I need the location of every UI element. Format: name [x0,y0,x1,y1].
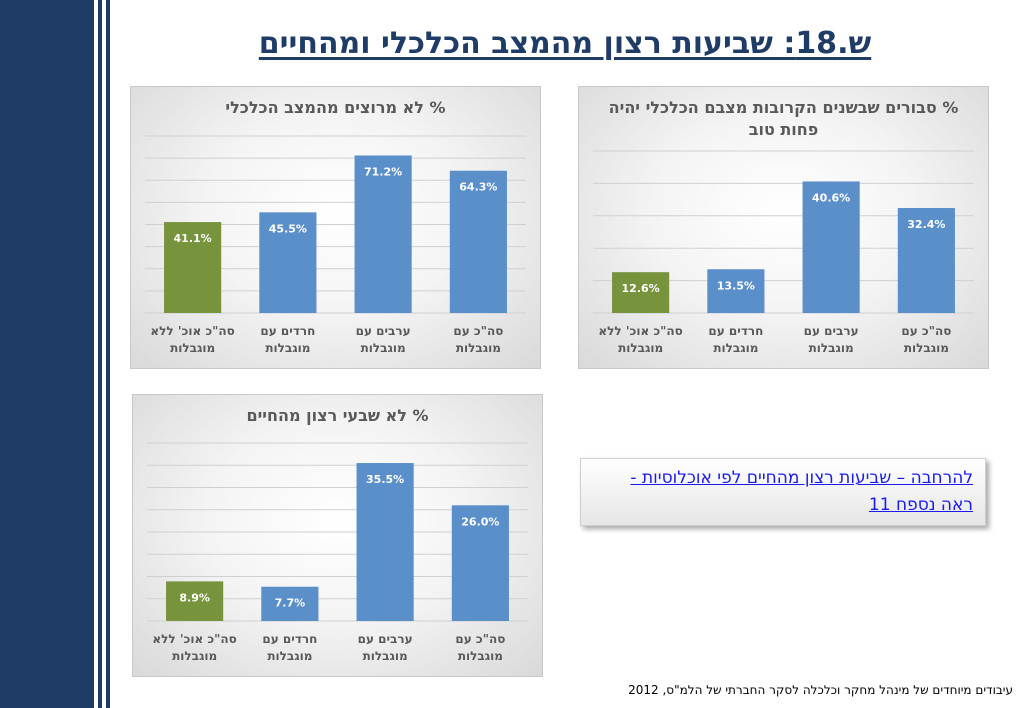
data-label-bg [262,218,313,239]
category-label: חרדים עם מוגבלות [262,632,317,663]
bar-1 [354,155,412,313]
category-label: ערבים עם מוגבלות [356,324,411,355]
sidebar-stripe-inner [106,0,110,708]
chart-title: % לא שבעי רצון מהחיים [246,406,429,425]
data-label-bg [167,228,218,249]
data-label-bg [169,587,220,608]
chart-dissatisfied-economic: 64.3% סה"כ עם מוגבלות 71.2% ערבים עם מוגבלות 4… [130,86,541,369]
data-label: 45.5% [269,222,307,235]
data-label-bg [901,214,952,235]
chart-economic-outlook: 32.4% סה"כ עם מוגבלות 40.6% ערבים עם מוגבלות 1… [578,86,989,369]
sidebar-band [0,0,94,708]
data-label: 71.2% [364,165,402,178]
data-label: 12.6% [622,282,660,295]
category-label: חרדים עם מוגבלות [260,324,315,355]
category-label: סה"כ אוכ' ללא מוגבלות [152,632,236,663]
data-label: 8.9% [179,591,210,604]
data-label: 7.7% [275,597,306,610]
chart-plot: 64.3% סה"כ עם מוגבלות 71.2% ערבים עם מוגבלות 4… [145,135,526,355]
data-label: 40.6% [812,191,850,204]
category-label: חרדים עם מוגבלות [708,324,763,355]
data-label-bg [615,278,666,299]
page-title: ש.18: שביעות רצון מהמצב הכלכלי ומהחיים [258,26,872,61]
chart-title: % לא מרוצים מהמצב הכלכלי [225,98,446,117]
category-label: ערבים עם מוגבלות [804,324,859,355]
source-footnote: עיבודים מיוחדים של מינהל מחקר וכלכלה לסק… [628,683,1013,697]
category-label: סה"כ עם מוגבלות [455,632,505,663]
data-label: 35.5% [366,473,404,486]
data-label-bg [264,592,315,613]
chart-plot: 32.4% סה"כ עם מוגבלות 40.6% ערבים עם מוגבלות 1… [593,150,974,355]
data-label: 32.4% [907,218,945,231]
chart-plot: 26.0% סה"כ עם מוגבלות 35.5% ערבים עם מוגבלות 7… [147,442,528,663]
category-label: סה"כ אוכ' ללא מוגבלות [598,324,682,355]
category-label: סה"כ אוכ' ללא מוגבלות [150,324,234,355]
appendix-link-box: להרחבה – שביעות רצון מהחיים לפי אוכלוסיו… [580,458,986,526]
data-label: 41.1% [174,232,212,245]
appendix-link[interactable]: להרחבה – שביעות רצון מהחיים לפי אוכלוסיו… [630,468,973,515]
data-label-bg [358,161,409,182]
category-label: סה"כ עם מוגבלות [901,324,951,355]
sidebar-stripe [98,0,102,708]
data-label-bg [806,187,857,208]
data-label-bg [360,469,411,490]
category-label: סה"כ עם מוגבלות [453,324,503,355]
data-label-bg [710,275,761,296]
data-label: 13.5% [717,279,755,292]
category-label: ערבים עם מוגבלות [358,632,413,663]
bar-1 [356,463,414,621]
data-label: 26.0% [461,515,499,528]
data-label-bg [455,511,506,532]
chart-title: % סבורים שבשנים הקרובות מצבם הכלכלי יהיה… [608,98,959,139]
data-label: 64.3% [459,181,497,194]
chart-life-dissatisfied: 26.0% סה"כ עם מוגבלות 35.5% ערבים עם מוגבלות 7… [132,394,543,677]
data-label-bg [453,176,504,197]
